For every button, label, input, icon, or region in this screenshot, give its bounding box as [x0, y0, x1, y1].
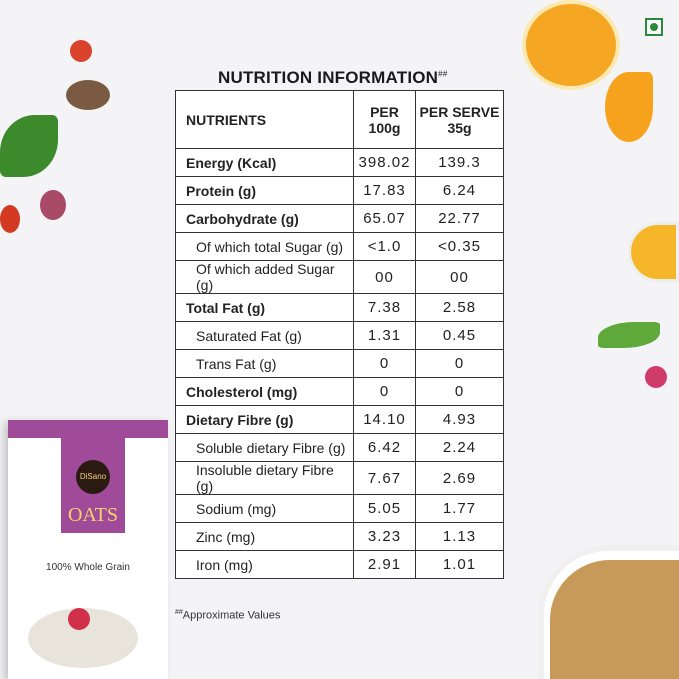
value-per-serve: 139.3 [415, 148, 504, 177]
value-per-100g: 5.05 [353, 494, 416, 523]
product-pack-image: DiSano OATS 100% Whole Grain [8, 420, 168, 679]
table-row: Of which added Sugar (g) 00 00 [175, 260, 504, 294]
mushroom-decoration [66, 80, 110, 110]
table-row: Cholesterol (mg) 0 0 [175, 377, 504, 406]
strawberry-decoration [68, 608, 90, 630]
orange-slice-decoration [605, 72, 653, 142]
nutrient-name: Trans Fat (g) [175, 349, 354, 378]
table-row: Zinc (mg) 3.23 1.13 [175, 522, 504, 551]
table-row: Energy (Kcal) 398.02 139.3 [175, 148, 504, 177]
nutrient-name: Energy (Kcal) [175, 148, 354, 177]
table-row: Soluble dietary Fibre (g) 6.42 2.24 [175, 433, 504, 462]
value-per-100g: 398.02 [353, 148, 416, 177]
table-row: Total Fat (g) 7.38 2.58 [175, 293, 504, 322]
header-per-100g: PER 100g [353, 90, 416, 149]
page-title: NUTRITION INFORMATION## [218, 68, 448, 87]
nutrient-name: Insoluble dietary Fibre (g) [175, 461, 354, 495]
table-row: Iron (mg) 2.91 1.01 [175, 550, 504, 579]
value-per-serve: 1.13 [415, 522, 504, 551]
nutrient-name: Of which total Sugar (g) [175, 232, 354, 261]
tomato-decoration [70, 40, 92, 62]
table-row: Trans Fat (g) 0 0 [175, 349, 504, 378]
value-per-serve: <0.35 [415, 232, 504, 261]
nutrient-name: Dietary Fibre (g) [175, 405, 354, 434]
nutrient-name: Cholesterol (mg) [175, 377, 354, 406]
nutrient-name: Zinc (mg) [175, 522, 354, 551]
nutrient-name: Protein (g) [175, 176, 354, 205]
basil-leaf-decoration [0, 115, 58, 177]
nutrient-name: Iron (mg) [175, 550, 354, 579]
value-per-100g: 6.42 [353, 433, 416, 462]
value-per-100g: 0 [353, 349, 416, 378]
value-per-100g: 17.83 [353, 176, 416, 205]
nutrient-name: Soluble dietary Fibre (g) [175, 433, 354, 462]
table-row: Dietary Fibre (g) 14.10 4.93 [175, 405, 504, 434]
value-per-serve: 2.69 [415, 461, 504, 495]
product-tagline: 100% Whole Grain [46, 562, 130, 573]
value-per-100g: <1.0 [353, 232, 416, 261]
nutrient-name: Carbohydrate (g) [175, 204, 354, 233]
header-per-serve: PER SERVE 35g [415, 90, 504, 149]
brand-logo: DiSano [76, 460, 110, 494]
table-row: Of which total Sugar (g) <1.0 <0.35 [175, 232, 504, 261]
value-per-serve: 1.77 [415, 494, 504, 523]
cherry-tomato-decoration [0, 205, 20, 233]
product-name: OATS [67, 504, 118, 526]
value-per-100g: 2.91 [353, 550, 416, 579]
value-per-100g: 3.23 [353, 522, 416, 551]
nutrient-name: Total Fat (g) [175, 293, 354, 322]
veg-mark-icon [645, 18, 663, 36]
muesli-decoration [550, 560, 679, 679]
value-per-serve: 1.01 [415, 550, 504, 579]
value-per-serve: 2.24 [415, 433, 504, 462]
header-nutrients: NUTRIENTS [175, 90, 354, 149]
value-per-100g: 0 [353, 377, 416, 406]
value-per-100g: 1.31 [353, 321, 416, 350]
nutrient-name: Saturated Fat (g) [175, 321, 354, 350]
value-per-serve: 0.45 [415, 321, 504, 350]
nutrient-name: Of which added Sugar (g) [175, 260, 354, 294]
footnote: ##Approximate Values [175, 609, 281, 622]
table-row: Protein (g) 17.83 6.24 [175, 176, 504, 205]
nutrition-table: NUTRIENTS PER 100g PER SERVE 35g Energy (K… [175, 90, 504, 579]
table-row: Saturated Fat (g) 1.31 0.45 [175, 321, 504, 350]
value-per-serve: 4.93 [415, 405, 504, 434]
value-per-100g: 65.07 [353, 204, 416, 233]
table-row: Carbohydrate (g) 65.07 22.77 [175, 204, 504, 233]
orange-decoration [522, 0, 620, 90]
onion-decoration [40, 190, 66, 220]
value-per-serve: 2.58 [415, 293, 504, 322]
value-per-serve: 22.77 [415, 204, 504, 233]
value-per-serve: 00 [415, 260, 504, 294]
value-per-serve: 6.24 [415, 176, 504, 205]
value-per-serve: 0 [415, 377, 504, 406]
table-header-row: NUTRIENTS PER 100g PER SERVE 35g [175, 90, 504, 149]
table-row: Sodium (mg) 5.05 1.77 [175, 494, 504, 523]
value-per-100g: 00 [353, 260, 416, 294]
value-per-100g: 7.67 [353, 461, 416, 495]
raspberry-decoration [645, 366, 667, 388]
value-per-100g: 7.38 [353, 293, 416, 322]
nutrient-name: Sodium (mg) [175, 494, 354, 523]
mint-leaf-decoration [598, 322, 660, 348]
table-row: Insoluble dietary Fibre (g) 7.67 2.69 [175, 461, 504, 495]
value-per-100g: 14.10 [353, 405, 416, 434]
honey-bowl-decoration [628, 222, 679, 282]
value-per-serve: 0 [415, 349, 504, 378]
